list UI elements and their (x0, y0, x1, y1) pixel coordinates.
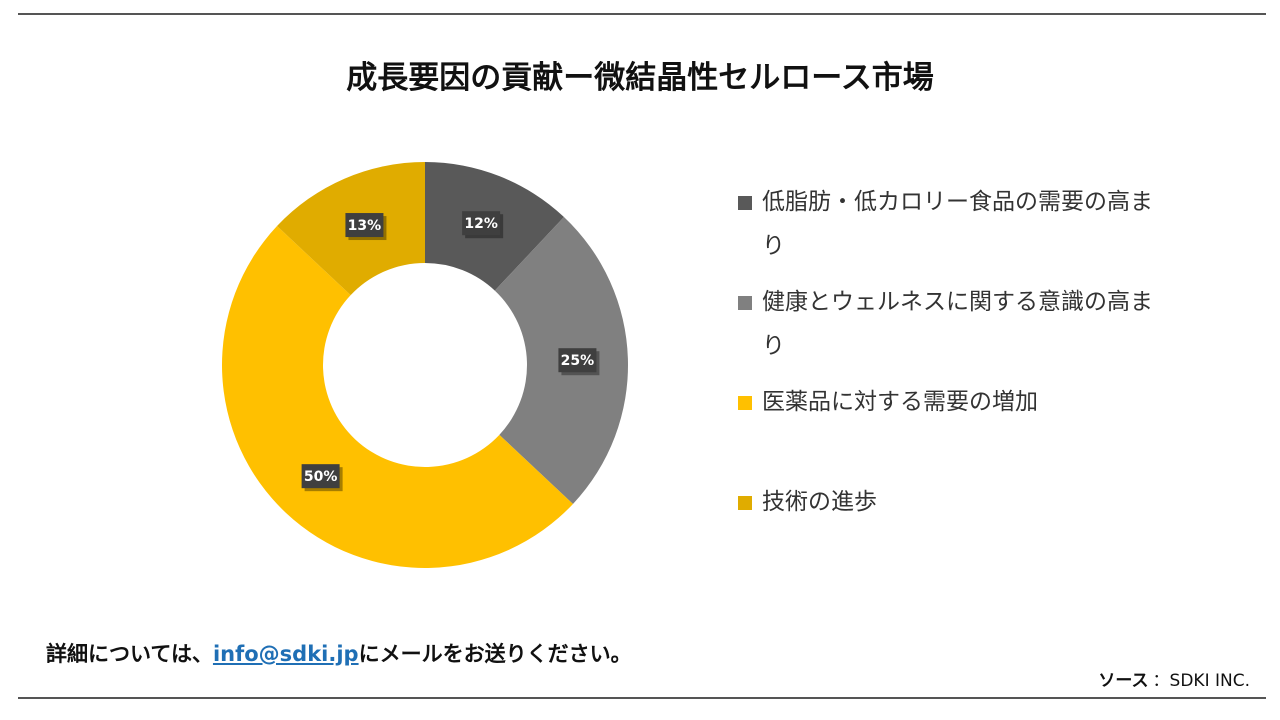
footer-text: にメールをお送りください。 (358, 642, 632, 666)
chart: 12% 25% 50% 13% (222, 162, 629, 569)
source-value: ：SDKI INC. (1152, 671, 1250, 691)
legend-item: 医薬品に対する需要の増加 (738, 380, 1158, 424)
legend-label: 医薬品に対する需要の増加 (762, 389, 1038, 415)
source-label: ソース (1098, 671, 1149, 691)
legend-swatch (738, 296, 752, 310)
email-link[interactable]: info@sdki.jp (212, 642, 359, 666)
legend-swatch (738, 496, 752, 510)
label-box (558, 348, 597, 373)
label-box (462, 211, 501, 236)
legend-label: 技術の進歩 (762, 489, 877, 515)
top-rule (18, 13, 1266, 15)
label-box (301, 464, 340, 489)
legend-item: 健康とウェルネスに関する意識の高まり (738, 280, 1158, 368)
source: ソース ：SDKI INC. (1098, 666, 1250, 691)
legend-swatch (738, 396, 752, 410)
legend-item: 低脂肪・低カロリー食品の需要の高まり (738, 180, 1158, 268)
legend-item: 技術の進歩 (738, 480, 1158, 524)
legend-label: 低脂肪・低カロリー食品の需要の高まり (762, 189, 1153, 259)
footer: 詳細については、info@sdki.jpにメールをお送りください。 (46, 638, 632, 668)
data-label: 25% (561, 353, 595, 369)
data-label: 13% (348, 218, 382, 234)
label-box (345, 213, 384, 238)
footer-text: 詳細については、 (46, 642, 213, 666)
chart-title: 成長要因の貢献ー微結晶性セルロース市場 (346, 60, 934, 96)
data-label: 12% (464, 216, 498, 232)
legend-label: 健康とウェルネスに関する意識の高まり (762, 289, 1153, 359)
bottom-rule (18, 697, 1266, 699)
data-label: 50% (304, 469, 338, 485)
legend-swatch (738, 196, 752, 210)
